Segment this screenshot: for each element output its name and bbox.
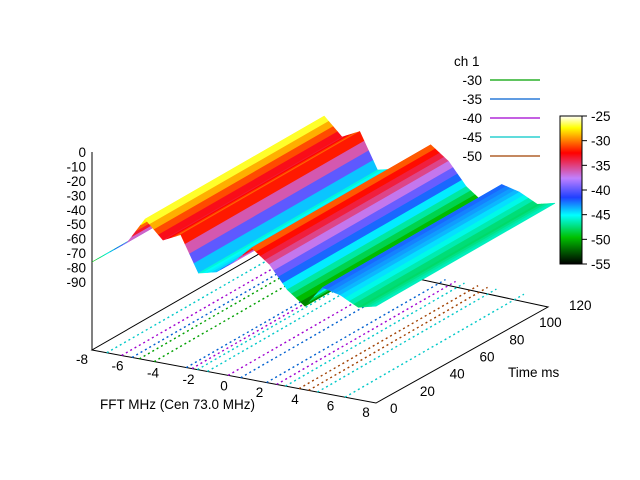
base-plane — [90, 152, 550, 404]
z-tick-label: -70 — [66, 246, 86, 261]
x-tick-label: 6 — [327, 398, 335, 413]
y-tick-label: 20 — [420, 384, 435, 399]
x-tick-label: 8 — [362, 405, 370, 420]
legend-label: -30 — [462, 73, 482, 88]
legend-title: ch 1 — [454, 54, 480, 69]
z-axis-ticks: 0-10-20-30-40-50-60-70-80-90 — [66, 145, 86, 290]
legend-label: -50 — [462, 149, 482, 164]
spectrum-surface — [91, 115, 556, 308]
y-axis-label: Time ms — [508, 365, 559, 380]
colorbar-tick-label: -35 — [591, 158, 611, 173]
colorbar-tick-label: -55 — [591, 257, 611, 272]
y-tick-label: 120 — [569, 298, 592, 313]
colorbar-gradient — [559, 115, 583, 265]
legend-label: -35 — [462, 92, 482, 107]
x-tick-label: 2 — [256, 385, 264, 400]
x-tick-label: 4 — [291, 392, 299, 407]
contour-line — [317, 288, 497, 393]
y-tick-label: 100 — [539, 315, 562, 330]
x-axis-label: FFT MHz (Cen 73.0 MHz) — [100, 397, 255, 412]
y-tick-label: 0 — [390, 401, 398, 416]
colorbar-tick-label: -50 — [591, 232, 611, 247]
x-tick-label: -2 — [182, 372, 194, 387]
surface-strip — [371, 202, 556, 307]
z-tick-label: -10 — [66, 159, 86, 174]
legend-label: -40 — [462, 111, 482, 126]
z-tick-label: -50 — [66, 217, 86, 232]
z-tick-label: -30 — [66, 188, 86, 203]
z-tick-label: -90 — [66, 275, 86, 290]
z-tick-label: -80 — [66, 261, 86, 276]
base-plane-outline — [90, 246, 550, 404]
x-tick-label: 0 — [220, 379, 228, 394]
y-tick-label: 80 — [509, 332, 524, 347]
colorbar-tick-label: -45 — [591, 208, 611, 223]
x-tick-label: -8 — [76, 352, 88, 367]
colorbar: -25 -30 -35 -40 -45 -50 -55 — [559, 109, 611, 272]
colorbar-tick-label: -40 — [591, 183, 611, 198]
z-tick-label: -20 — [66, 174, 86, 189]
legend: ch 1 -30 -35 -40 -45 -50 — [454, 54, 540, 164]
x-axis-ticks: -8 -6 -4 -2 0 2 4 6 8 — [76, 352, 370, 420]
y-tick-label: 40 — [450, 367, 465, 382]
colorbar-tick-label: -25 — [591, 109, 611, 124]
y-tick-label: 60 — [480, 350, 495, 365]
legend-label: -45 — [462, 130, 482, 145]
z-tick-label: -60 — [66, 232, 86, 247]
x-tick-label: -4 — [147, 365, 159, 380]
contour-line — [344, 293, 525, 398]
z-tick-label: 0 — [78, 145, 86, 160]
colorbar-tick-label: -30 — [591, 134, 611, 149]
x-tick-label: -6 — [111, 359, 123, 374]
z-tick-label: -40 — [66, 203, 86, 218]
y-axis-ticks: 0 20 40 60 80 100 120 — [390, 298, 592, 416]
